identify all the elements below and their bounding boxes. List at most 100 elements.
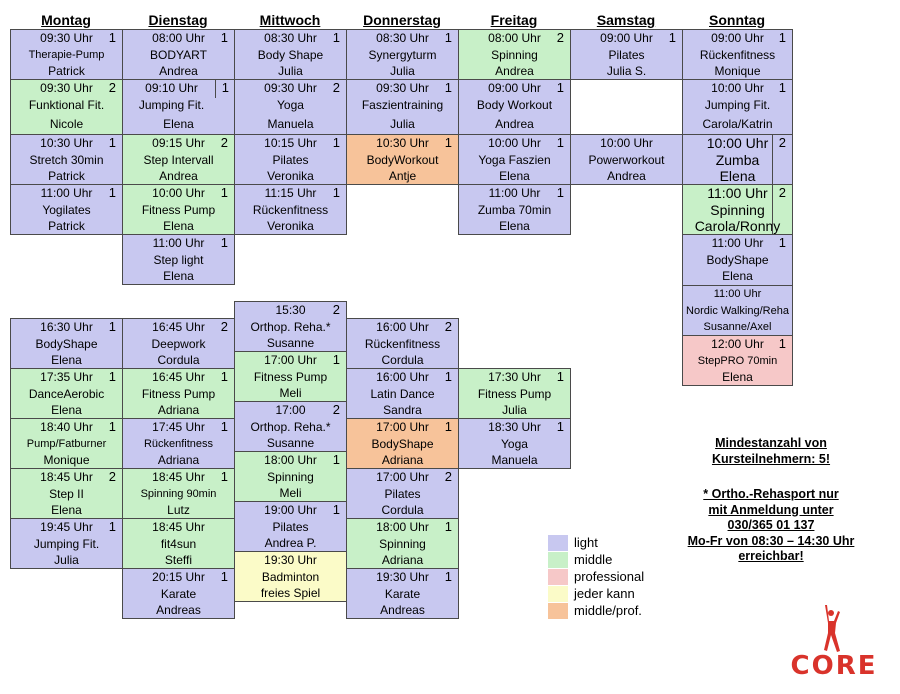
course-cell[interactable]: 18:00 Uhr Spinning Adriana 1: [346, 518, 459, 569]
course-cell[interactable]: 17:35 Uhr DanceAerobic Elena 1: [10, 368, 123, 419]
course-cell[interactable]: 10:30 Uhr Stretch 30min Patrick 1: [10, 134, 123, 185]
course-cell[interactable]: 17:30 Uhr Fitness Pump Julia 1: [458, 368, 571, 419]
course-trainer: Adriana: [157, 403, 200, 417]
course-cell[interactable]: 11:00 Uhr Step light Elena 1: [122, 234, 235, 285]
course-name: Jumping Fit.: [704, 97, 771, 112]
course-name: Orthop. Reha.*: [250, 419, 331, 434]
course-time: 08:00 Uhr: [152, 31, 205, 45]
course-cell[interactable]: 08:00 Uhr BODYART Andrea 1: [122, 29, 235, 80]
course-trainer: Manuela: [491, 453, 538, 467]
course-trainer: Susanne/Axel: [703, 321, 772, 333]
course-cell[interactable]: 08:00 Uhr Spinning Andrea 2: [458, 29, 571, 80]
note-line: mit Anmeldung unter: [708, 502, 834, 517]
course-cell[interactable]: 18:30 Uhr Yoga Manuela 1: [458, 418, 571, 469]
course-cell[interactable]: 18:00 Uhr Spinning Meli 1: [234, 451, 347, 502]
course-level: 1: [556, 135, 564, 150]
course-level: 1: [220, 469, 228, 484]
course-cell[interactable]: 19:45 Uhr Jumping Fit. Julia 1: [10, 518, 123, 569]
course-level: 1: [556, 185, 564, 200]
course-time: 10:00 Uhr: [706, 135, 769, 151]
course-cell[interactable]: 16:30 Uhr BodyShape Elena 1: [10, 318, 123, 369]
course-cell[interactable]: 10:15 Uhr Pilates Veronika 1: [234, 134, 347, 185]
course-cell[interactable]: 19:30 Uhr Badminton freies Spiel: [234, 551, 347, 602]
course-cell[interactable]: 09:15 Uhr Step Intervall Andrea 2: [122, 134, 235, 185]
course-cell[interactable]: 19:30 Uhr Karate Andreas 1: [346, 568, 459, 619]
course-time: 19:00 Uhr: [264, 503, 317, 517]
course-level: 2: [332, 402, 340, 417]
course-cell[interactable]: 09:00 Uhr Body Workout Andrea 1: [458, 79, 571, 135]
course-name: Synergyturm: [368, 47, 437, 62]
course-level: 1: [220, 185, 228, 200]
course-level: 1: [444, 569, 452, 584]
course-name: Rückenfitness: [699, 47, 776, 62]
course-cell[interactable]: 19:00 Uhr Pilates Andrea P. 1: [234, 501, 347, 552]
course-cell[interactable]: 11:15 Uhr Rückenfitness Veronika 1: [234, 184, 347, 235]
course-cell[interactable]: 17:00 Uhr Fitness Pump Meli 1: [234, 351, 347, 402]
course-cell[interactable]: 17:00 Uhr BodyShape Adriana 1: [346, 418, 459, 469]
course-cell[interactable]: 16:45 Uhr Deepwork Cordula 2: [122, 318, 235, 369]
course-trainer: Elena: [163, 269, 194, 283]
course-time: 17:45 Uhr: [152, 420, 205, 434]
course-cell[interactable]: 09:00 Uhr Rückenfitness Monique 1: [682, 29, 793, 80]
course-cell[interactable]: 09:30 Uhr Yoga Manuela 2: [234, 79, 347, 135]
course-time: 11:15 Uhr: [264, 186, 317, 200]
course-cell[interactable]: 11:00 Uhr Spinning Carola/Ronny 2: [682, 184, 793, 235]
course-level: 1: [778, 80, 786, 95]
course-name: BodyWorkout: [366, 152, 439, 167]
course-cell[interactable]: 11:00 Uhr Nordic Walking/Reha Susanne/Ax…: [682, 285, 793, 336]
course-name: Rückenfitness: [364, 336, 441, 351]
course-cell[interactable]: 10:00 Uhr Fitness Pump Elena 1: [122, 184, 235, 235]
course-cell[interactable]: 15:30 Orthop. Reha.* Susanne 2: [234, 301, 347, 352]
course-cell[interactable]: 16:00 Uhr Rückenfitness Cordula 2: [346, 318, 459, 369]
course-cell[interactable]: 09:00 Uhr Pilates Julia S. 1: [570, 29, 683, 80]
course-name: Fitness Pump: [141, 386, 216, 401]
course-trainer: freies Spiel: [260, 586, 321, 600]
yoga-figure-icon: [824, 605, 840, 652]
course-cell[interactable]: 17:00 Uhr Pilates Cordula 2: [346, 468, 459, 519]
course-level: 1: [220, 419, 228, 434]
course-cell[interactable]: 20:15 Uhr Karate Andreas 1: [122, 568, 235, 619]
course-cell[interactable]: 11:00 Uhr Yogilates Patrick 1: [10, 184, 123, 235]
course-cell[interactable]: 10:00 Uhr Powerworkout Andrea: [570, 134, 683, 185]
course-cell[interactable]: 18:45 Uhr fit4sun Steffi: [122, 518, 235, 569]
course-name: Zumba: [715, 151, 760, 168]
day-header-sonntag: Sonntag: [709, 12, 765, 28]
course-time: 18:45 Uhr: [152, 520, 205, 534]
course-cell[interactable]: 11:00 Uhr BodyShape Elena 1: [682, 234, 793, 286]
course-cell[interactable]: 09:10 Uhr Jumping Fit. Elena 1: [122, 79, 235, 135]
course-level: 2: [771, 135, 792, 184]
course-cell[interactable]: 16:00 Uhr Latin Dance Sandra 1: [346, 368, 459, 419]
course-cell[interactable]: 17:45 Uhr Rückenfitness Adriana 1: [122, 418, 235, 469]
course-trainer: Susanne: [266, 336, 315, 350]
course-cell[interactable]: 10:00 Uhr Zumba Elena 2: [682, 134, 793, 185]
course-cell[interactable]: 08:30 Uhr Body Shape Julia 1: [234, 29, 347, 80]
course-cell[interactable]: 08:30 Uhr Synergyturm Julia 1: [346, 29, 459, 80]
course-cell[interactable]: 18:45 Uhr Spinning 90min Lutz 1: [122, 468, 235, 519]
course-time: 09:00 Uhr: [488, 81, 541, 95]
course-time: 11:00 Uhr: [707, 185, 768, 201]
course-cell[interactable]: 09:30 Uhr Faszientraining Julia 1: [346, 79, 459, 135]
course-trainer: Elena: [722, 269, 753, 283]
course-cell[interactable]: 18:45 Uhr Step II Elena 2: [10, 468, 123, 519]
course-cell[interactable]: 18:40 Uhr Pump/Fatburner Monique 1: [10, 418, 123, 469]
course-cell[interactable]: 12:00 Uhr StepPRO 70min Elena 1: [682, 335, 793, 386]
course-time: 15:30: [275, 303, 306, 317]
course-trainer: Elena: [719, 168, 756, 184]
course-cell[interactable]: 09:30 Uhr Therapie-Pump Patrick 1: [10, 29, 123, 80]
course-time: 10:00 Uhr: [711, 81, 764, 95]
course-cell[interactable]: 11:00 Uhr Zumba 70min Elena 1: [458, 184, 571, 235]
course-trainer: Carola/Ronny: [694, 218, 781, 234]
course-level: 1: [778, 30, 786, 45]
course-time: 17:00 Uhr: [264, 353, 317, 367]
course-cell[interactable]: 17:00 Orthop. Reha.* Susanne 2: [234, 401, 347, 452]
course-cell[interactable]: 10:30 Uhr BodyWorkout Antje 1: [346, 134, 459, 185]
course-level: 2: [556, 30, 564, 45]
course-trainer: Elena: [499, 169, 530, 183]
course-cell[interactable]: 16:45 Uhr Fitness Pump Adriana 1: [122, 368, 235, 419]
course-time: 17:35 Uhr: [40, 370, 93, 384]
course-cell[interactable]: 10:00 Uhr Jumping Fit. Carola/Katrin 1: [682, 79, 793, 135]
course-cell[interactable]: 10:00 Uhr Yoga Faszien Elena 1: [458, 134, 571, 185]
course-cell[interactable]: 09:30 Uhr Funktional Fit. Nicole 2: [10, 79, 123, 135]
course-name: Yoga: [501, 436, 528, 451]
course-time: 10:00 Uhr: [600, 136, 653, 150]
